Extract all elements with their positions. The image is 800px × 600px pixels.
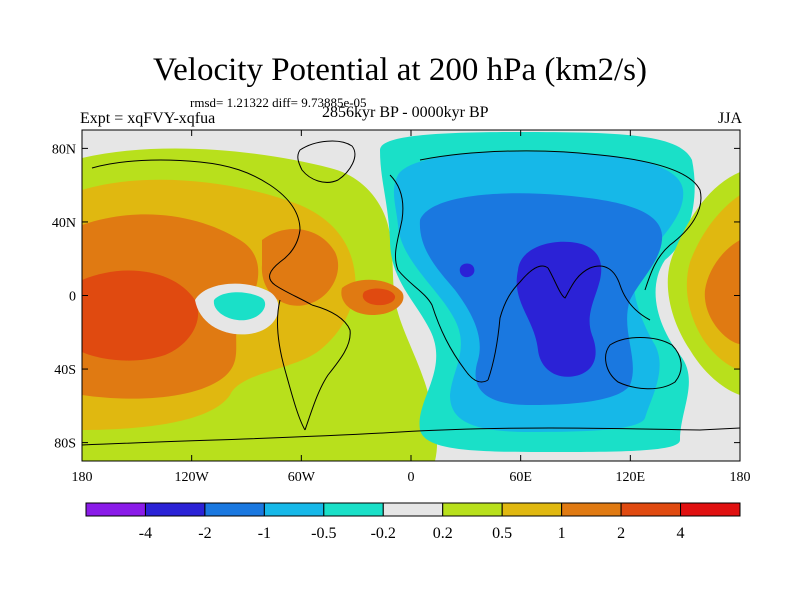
- x-tick-label: 60W: [288, 470, 316, 485]
- colorbar-swatch: [382, 502, 444, 517]
- colorbar: -4 -2 -1 -0.5 -0.2 0.2 0.5 1 2 4: [85, 502, 741, 542]
- colorbar-label: -0.2: [371, 525, 396, 542]
- contour-fields: [82, 132, 740, 461]
- colorbar-swatch: [263, 502, 325, 517]
- field-positive-atlantic-2: [362, 288, 396, 306]
- colorbar-label: 0.2: [433, 525, 453, 542]
- y-tick-label: 0: [69, 290, 76, 305]
- experiment-label: Expt = xqFVY-xqfua: [80, 110, 216, 127]
- colorbar-swatch: [561, 502, 622, 517]
- field-positive-2: [82, 270, 199, 361]
- period-label: 2856kyr BP - 0000kyr BP: [322, 104, 489, 121]
- coast-asia: [419, 150, 702, 291]
- coast-south-america-west: [277, 299, 306, 431]
- colorbar-swatch: [620, 502, 682, 517]
- coast-india: [547, 265, 651, 321]
- y-axis: 80N 40N 0 40S 80S: [52, 142, 740, 452]
- colorbar-swatch: [204, 502, 265, 517]
- y-tick-label: 80N: [52, 142, 76, 157]
- colorbar-swatch: [501, 502, 563, 517]
- chart-title: Velocity Potential at 200 hPa (km2/s): [152, 52, 648, 88]
- x-tick-label: 180: [72, 470, 93, 485]
- season-label: JJA: [717, 110, 742, 127]
- colorbar-label: 1: [558, 525, 566, 542]
- colorbar-label: -1: [258, 525, 271, 542]
- coast-north-america: [91, 159, 313, 306]
- y-tick-label: 80S: [54, 437, 76, 452]
- x-tick-label: 180: [730, 470, 751, 485]
- colorbar-swatch: [144, 502, 206, 517]
- coast-south-america: [304, 304, 351, 431]
- coast-antarctica: [82, 427, 740, 446]
- coastlines: [82, 140, 740, 446]
- colorbar-swatch: [85, 502, 146, 517]
- x-axis: 180 120W 60W 0 60E 120E 180: [72, 130, 751, 485]
- colorbar-swatch: [323, 502, 384, 517]
- colorbar-label: 2: [617, 525, 625, 542]
- x-tick-label: 0: [408, 470, 415, 485]
- stats-subtitle: rmsd= 1.21322 diff= 9.73885e-05: [190, 95, 367, 110]
- field-negative-eastern-pacific: [213, 292, 266, 321]
- colorbar-label: -0.5: [311, 525, 336, 542]
- colorbar-label: 4: [677, 525, 685, 542]
- field-positive-1-caribbean: [261, 228, 339, 306]
- y-tick-label: 40S: [54, 363, 76, 378]
- field-positive-wpacific-1: [704, 240, 740, 344]
- field-negative-1-blob: [459, 263, 475, 278]
- coast-europe-africa: [389, 174, 489, 383]
- colorbar-swatch: [680, 502, 741, 517]
- y-tick-label: 40N: [52, 216, 76, 231]
- colorbar-label: -4: [139, 525, 152, 542]
- colorbar-label: 0.5: [492, 525, 512, 542]
- colorbar-label: -2: [198, 525, 211, 542]
- x-tick-label: 120E: [616, 470, 646, 485]
- coast-greenland: [297, 140, 356, 183]
- coast-africa-east: [487, 265, 549, 381]
- x-tick-label: 120W: [175, 470, 210, 485]
- x-tick-label: 60E: [509, 470, 532, 485]
- coast-australia: [605, 337, 682, 390]
- colorbar-swatch: [442, 502, 503, 517]
